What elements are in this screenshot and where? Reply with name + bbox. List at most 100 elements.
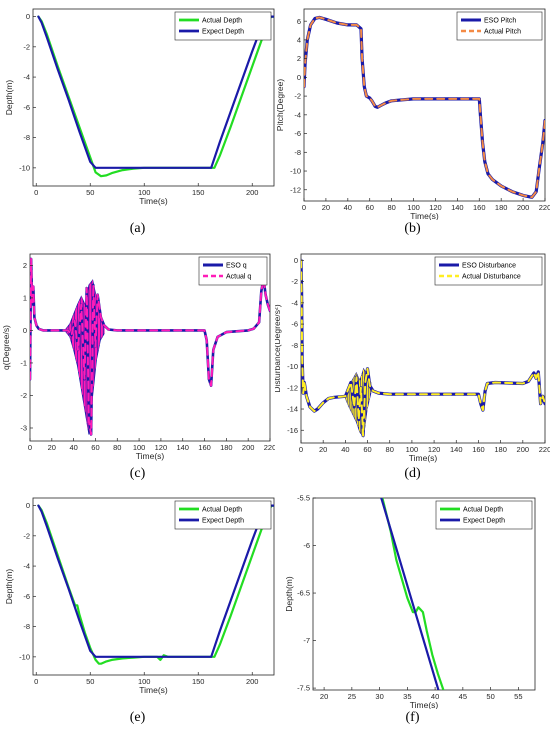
- x-tick-label: 60: [363, 445, 371, 454]
- x-tick-label: 180: [495, 203, 508, 212]
- plot-series-group: [301, 258, 545, 438]
- x-tick-label: 55: [514, 692, 522, 701]
- chart-panel-e: 0 50 100 150 200 0 -2 -4 -6 -8 -10 Time(s) Depth(m) A…: [0, 489, 275, 725]
- x-tick-label: 120: [428, 445, 441, 454]
- legend-label: Expect Depth: [202, 518, 244, 525]
- x-tick-label: 60: [366, 203, 374, 212]
- plot-area: [312, 497, 536, 691]
- x-tick-label: 100: [406, 445, 419, 454]
- y-tick-label: 4: [297, 36, 301, 45]
- x-tick-label: 120: [429, 203, 442, 212]
- y-tick-label: -2: [20, 391, 27, 400]
- x-tick-label: 20: [319, 445, 327, 454]
- depth-chart-e: 0 50 100 150 200 0 -2 -4 -6 -8 -10 Time(s) Depth(m) A…: [4, 497, 275, 695]
- plot-area: [303, 8, 546, 202]
- y-tick-label: -10: [19, 652, 30, 661]
- x-tick-label: 180: [494, 445, 507, 454]
- x-tick-label: 0: [28, 443, 32, 452]
- x-tick-label: 35: [403, 692, 411, 701]
- x-tick-label: 0: [299, 445, 303, 454]
- disturbance-chart-d: 0 20 40 60 80 100 120 140 160 180 200 220 0 -2 -4 -6 -8 -…: [275, 253, 550, 463]
- y-tick-label: 2: [297, 54, 301, 63]
- chart-panel-a: 0 50 100 150 200 0 -2 -4 -6 -8 -10 Time(s) Depth(m) A…: [0, 0, 275, 236]
- chart-panel-b: 0 20 40 60 80 100 120 140 160 180 200 220 6 4 2 0 -2 -4 -6…: [275, 0, 550, 236]
- legend-box: [434, 256, 543, 286]
- x-tick-label: 60: [91, 443, 99, 452]
- x-tick-label: 180: [220, 443, 233, 452]
- y-tick-label: -6: [294, 129, 301, 138]
- plot-area: [300, 253, 546, 444]
- y-tick-label: 2: [23, 261, 27, 270]
- x-tick-label: 40: [69, 443, 77, 452]
- y-tick-label: 1: [23, 294, 27, 303]
- y-tick-label: 0: [23, 326, 27, 335]
- y-tick-label: -6: [291, 320, 298, 329]
- legend-label: Actual q: [226, 274, 251, 281]
- panel-caption: (d): [404, 466, 421, 481]
- x-tick-label: 50: [486, 692, 494, 701]
- x-tick-label: 100: [133, 443, 146, 452]
- x-tick-label: 160: [198, 443, 211, 452]
- y-tick-label: 6: [297, 17, 301, 26]
- y-axis-label: Depth(m): [4, 80, 14, 116]
- y-tick-label: -5.5: [297, 494, 310, 503]
- legend-label: Actual Depth: [463, 507, 503, 514]
- plot-series-group: [304, 15, 545, 199]
- chart-panel-c: 0 20 40 60 80 100 120 140 160 180 200 220 2 1 0 -1 -2 -3 T…: [0, 245, 275, 481]
- x-tick-label: 100: [138, 677, 151, 686]
- legend-label: Actual Pitch: [484, 29, 521, 36]
- x-tick-label: 40: [341, 445, 349, 454]
- legend-box: [174, 11, 272, 41]
- x-axis-label: Time(s): [139, 685, 168, 695]
- x-axis-label: Time(s): [139, 196, 168, 206]
- y-tick-label: -2: [23, 42, 30, 51]
- x-tick-label: 200: [242, 443, 255, 452]
- series-line-2: [30, 257, 270, 436]
- legend-label: ESO Pitch: [484, 18, 516, 25]
- y-tick-label: -14: [287, 405, 298, 414]
- x-tick-label: 80: [387, 203, 395, 212]
- y-tick-label: -2: [291, 277, 298, 286]
- y-tick-label: -1: [20, 359, 27, 368]
- x-tick-label: 20: [322, 203, 330, 212]
- x-axis-label: Time(s): [410, 211, 439, 220]
- y-axis-label: Depth(m): [4, 569, 14, 605]
- x-tick-label: 40: [344, 203, 352, 212]
- legend-label: ESO Disturbance: [462, 263, 516, 270]
- x-tick-label: 220: [539, 203, 550, 212]
- legend-box: [174, 500, 272, 530]
- x-tick-label: 200: [246, 188, 259, 197]
- series-line-2: [301, 259, 545, 437]
- x-tick-label: 140: [176, 443, 189, 452]
- y-tick-label: -4: [294, 110, 301, 119]
- depth-chart-a: 0 50 100 150 200 0 -2 -4 -6 -8 -10 Time(s) Depth(m) A…: [4, 8, 275, 206]
- y-tick-label: -6: [23, 592, 30, 601]
- legend-label: Actual Depth: [202, 507, 242, 514]
- y-axis-label: Pitch(Degree): [275, 79, 285, 132]
- x-tick-label: 200: [517, 445, 530, 454]
- series-line-2: [380, 498, 440, 690]
- panel-caption: (c): [129, 466, 146, 481]
- panel-caption: (b): [404, 221, 421, 236]
- panel-caption: (a): [129, 221, 146, 236]
- y-tick-label: -4: [291, 298, 298, 307]
- x-tick-label: 20: [48, 443, 56, 452]
- x-axis-label: Time(s): [410, 700, 439, 709]
- x-axis-label: Time(s): [136, 451, 165, 461]
- y-tick-label: -8: [23, 622, 30, 631]
- x-tick-label: 25: [348, 692, 356, 701]
- x-tick-label: 30: [375, 692, 383, 701]
- y-tick-label: -8: [294, 148, 301, 157]
- x-tick-label: 220: [264, 443, 275, 452]
- x-tick-label: 40: [431, 692, 439, 701]
- y-tick-label: -12: [287, 383, 298, 392]
- legend-label: Actual Depth: [202, 18, 242, 25]
- legend-box: [198, 256, 268, 286]
- chart-panel-d: 0 20 40 60 80 100 120 140 160 180 200 220 0 -2 -4 -6 -8 -…: [275, 245, 550, 481]
- y-axis-label: q(Degree/s): [1, 325, 11, 370]
- y-tick-label: -4: [23, 73, 30, 82]
- y-tick-label: -10: [290, 167, 301, 176]
- legend-box: [456, 11, 543, 41]
- x-tick-label: 50: [86, 677, 94, 686]
- y-tick-label: -3: [20, 424, 27, 433]
